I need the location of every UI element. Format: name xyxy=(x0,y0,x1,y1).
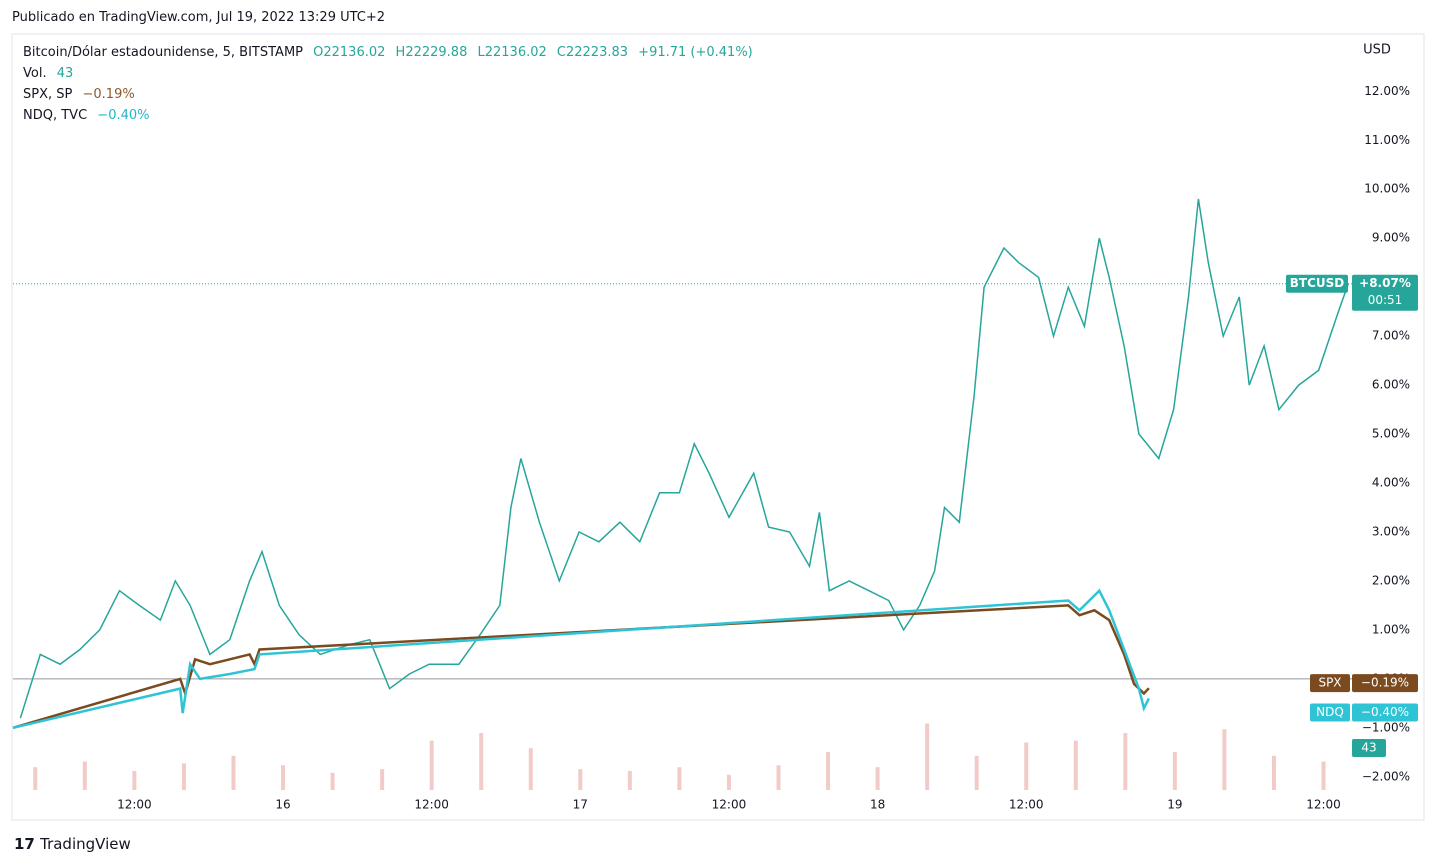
spx-change: −0.19% xyxy=(82,87,135,102)
x-tick-label: 12:00 xyxy=(1009,798,1044,812)
volume-bar xyxy=(429,740,434,790)
x-tick-label: 19 xyxy=(1167,798,1182,812)
volume-bar xyxy=(33,767,38,790)
close: C22223.83 xyxy=(556,45,629,60)
y-tick-label: −1.00% xyxy=(1362,720,1410,734)
spx-name: SPX, SP xyxy=(23,87,73,102)
volume-bar xyxy=(1123,733,1128,790)
volume-bar xyxy=(231,755,236,790)
volume-bar xyxy=(479,733,484,790)
y-tick-label: 5.00% xyxy=(1372,427,1410,441)
volume-bar xyxy=(826,752,831,790)
tag-name: NDQ xyxy=(1316,705,1344,719)
tag-name: SPX xyxy=(1318,676,1341,690)
volume-bar xyxy=(281,765,286,790)
volume-bar xyxy=(627,771,632,790)
y-tick-label: 6.00% xyxy=(1372,378,1410,392)
vol-box-label: 43 xyxy=(1361,741,1376,755)
y-tick-label: 9.00% xyxy=(1372,231,1410,245)
volume-bar xyxy=(181,763,186,790)
x-tick-label: 16 xyxy=(275,798,290,812)
volume-bar xyxy=(1024,742,1029,790)
change: +91.71 (+0.41%) xyxy=(638,45,753,60)
volume-bar xyxy=(82,761,87,790)
volume-bar xyxy=(578,769,583,790)
y-tick-label: 2.00% xyxy=(1372,573,1410,587)
y-tick-label: 12.00% xyxy=(1364,84,1410,98)
volume-bar xyxy=(1271,755,1276,790)
series-line xyxy=(12,604,1150,729)
y-tick-label: 1.00% xyxy=(1372,622,1410,636)
x-tick-label: 12:00 xyxy=(1306,798,1341,812)
volume-bar xyxy=(974,755,979,790)
x-tick-label: 17 xyxy=(573,798,588,812)
countdown: 00:51 xyxy=(1368,293,1403,307)
vol-box xyxy=(1352,739,1386,757)
price-label: +8.07% xyxy=(1359,276,1411,290)
tag-box xyxy=(1286,274,1348,293)
symbol: Bitcoin/Dólar estadounidense, 5, BITSTAM… xyxy=(23,45,303,60)
header: Publicado en TradingView.com, Jul 19, 20… xyxy=(12,10,386,25)
series-line xyxy=(19,198,1350,719)
x-tick-label: 12:00 xyxy=(712,798,747,812)
x-tick-label: 18 xyxy=(870,798,885,812)
volume-bar xyxy=(925,723,930,790)
price-box xyxy=(1352,274,1418,311)
tag-box xyxy=(1310,703,1350,722)
volume-bar xyxy=(875,767,880,790)
tag-name: BTCUSD xyxy=(1290,276,1345,290)
value-label: −0.40% xyxy=(1361,705,1409,719)
vol-label: Vol. xyxy=(23,66,47,81)
footer: 𝟭𝟳 TradingView xyxy=(14,835,131,853)
volume-bar xyxy=(330,772,335,790)
y-tick-label: 11.00% xyxy=(1364,133,1410,147)
volume-bar xyxy=(132,771,137,790)
volume-bar xyxy=(380,769,385,790)
vol-value: 43 xyxy=(56,66,74,81)
volume-bar xyxy=(677,767,682,790)
ndq-name: NDQ, TVC xyxy=(23,108,88,123)
legend-spx: SPX, SP −0.19% xyxy=(23,87,141,102)
x-tick-label: 12:00 xyxy=(117,798,152,812)
ndq-change: −0.40% xyxy=(97,108,150,123)
y-tick-label: 4.00% xyxy=(1372,476,1410,490)
footer-text: TradingView xyxy=(40,835,131,853)
legend-main: Bitcoin/Dólar estadounidense, 5, BITSTAM… xyxy=(23,45,759,60)
volume-bar xyxy=(1172,752,1177,790)
volume-bar xyxy=(726,774,731,790)
volume-bar xyxy=(1222,729,1227,790)
legend-vol: Vol. 43 xyxy=(23,66,79,81)
volume-bar xyxy=(1321,761,1326,790)
low: L22136.02 xyxy=(477,45,547,60)
value-box xyxy=(1352,703,1418,722)
y-tick-label: −2.00% xyxy=(1362,769,1410,783)
volume-bar xyxy=(1073,740,1078,790)
open: O22136.02 xyxy=(313,45,386,60)
value-box xyxy=(1352,674,1418,693)
y-tick-label: 10.00% xyxy=(1364,182,1410,196)
high: H22229.88 xyxy=(395,45,468,60)
volume-bar xyxy=(528,748,533,790)
x-tick-label: 12:00 xyxy=(414,798,449,812)
y-tick-label: 3.00% xyxy=(1372,524,1410,538)
y-tick-label: 7.00% xyxy=(1372,329,1410,343)
series-line xyxy=(12,588,1151,730)
value-label: −0.19% xyxy=(1361,676,1409,690)
tag-box xyxy=(1310,674,1350,693)
legend-ndq: NDQ, TVC −0.40% xyxy=(23,108,156,123)
currency: USD xyxy=(1363,43,1391,58)
frame xyxy=(11,33,1425,821)
volume-bar xyxy=(776,765,781,790)
